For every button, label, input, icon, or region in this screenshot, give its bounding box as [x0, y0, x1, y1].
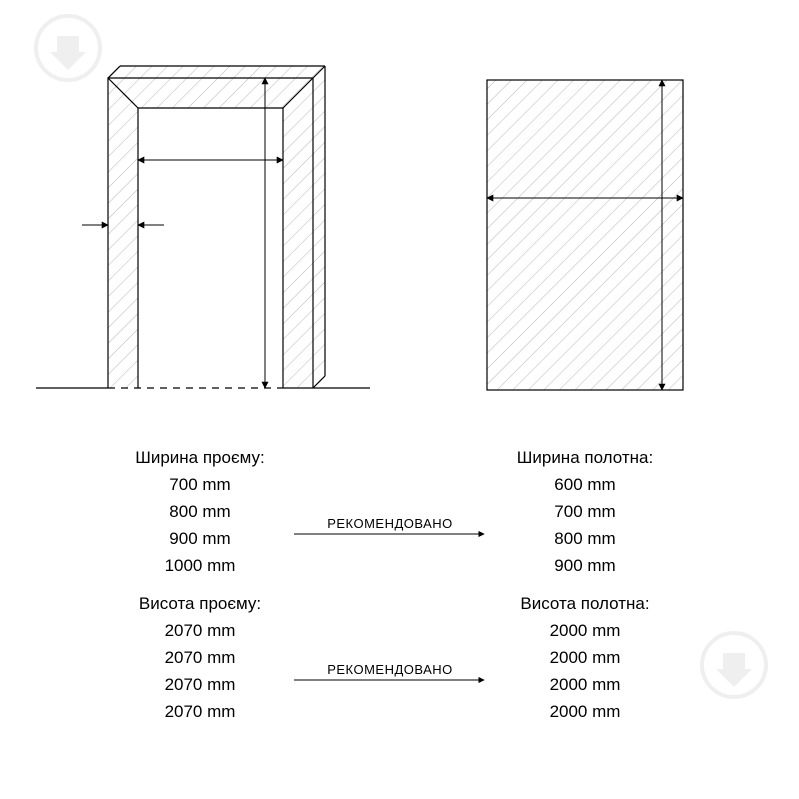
leaf-width-title: Ширина полотна:	[517, 448, 653, 468]
leaf-width-value: 600 mm	[554, 475, 615, 495]
diagram-svg	[0, 0, 799, 799]
leaf-height-value: 2000 mm	[550, 621, 621, 641]
watermark-icon	[702, 633, 766, 697]
opening-width-title: Ширина проєму:	[135, 448, 264, 468]
opening-height-value: 2070 mm	[165, 702, 236, 722]
opening-width-value: 900 mm	[169, 529, 230, 549]
opening-height-title: Висота проєму:	[139, 594, 261, 614]
opening-width-value: 700 mm	[169, 475, 230, 495]
opening-width-value: 800 mm	[169, 502, 230, 522]
leaf-height-value: 2000 mm	[550, 675, 621, 695]
opening-height-value: 2070 mm	[165, 648, 236, 668]
leaf-height-value: 2000 mm	[550, 702, 621, 722]
leaf-width-value: 900 mm	[554, 556, 615, 576]
leaf-height-title: Висота полотна:	[520, 594, 649, 614]
watermark-icon	[36, 16, 100, 80]
opening-height-value: 2070 mm	[165, 675, 236, 695]
opening-width-value: 1000 mm	[165, 556, 236, 576]
leaf-height-value: 2000 mm	[550, 648, 621, 668]
door-opening-diagram	[36, 66, 370, 388]
recommended-label: РЕКОМЕНДОВАНО	[327, 662, 453, 677]
recommended-label: РЕКОМЕНДОВАНО	[327, 516, 453, 531]
door-leaf-diagram	[487, 80, 683, 390]
opening-height-value: 2070 mm	[165, 621, 236, 641]
leaf-width-value: 800 mm	[554, 529, 615, 549]
leaf-width-value: 700 mm	[554, 502, 615, 522]
